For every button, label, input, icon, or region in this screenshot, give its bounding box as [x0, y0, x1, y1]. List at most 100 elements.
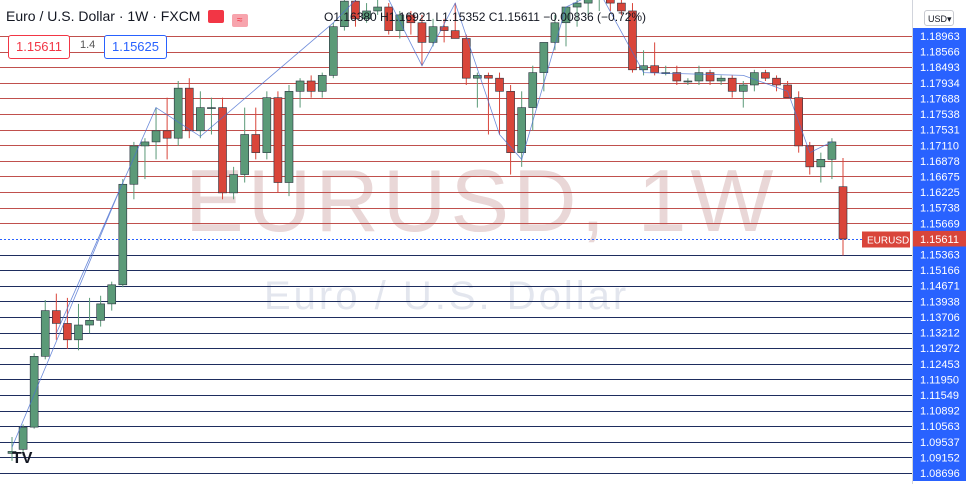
candle-body: [52, 310, 61, 324]
price-axis-label: 1.10563: [920, 421, 960, 433]
candle-body: [539, 42, 549, 73]
price-axis-label-bg: [913, 168, 966, 185]
candle-body: [417, 22, 427, 43]
price-axis-label: 1.15669: [920, 218, 960, 230]
candle-body: [572, 2, 582, 8]
price-axis-label: 1.17934: [920, 78, 960, 90]
ohlc-readout: O1.16380 H1.16921 L1.15352 C1.15611 −0.0…: [324, 10, 647, 24]
price-axis-label-bg: [913, 355, 966, 372]
price-axis-label: 1.09537: [920, 437, 960, 449]
data-mode-icon: ≈: [231, 14, 248, 27]
price-axis-label-bg: [913, 184, 966, 201]
price-axis-label: 1.08696: [920, 468, 960, 480]
price-axis-label: 1.10892: [920, 406, 960, 418]
candle-body: [838, 186, 848, 240]
candle-body: [672, 72, 682, 82]
tradingview-logo[interactable]: TV: [12, 450, 33, 467]
candle-body: [772, 77, 781, 86]
sell-button[interactable]: 1.15611: [8, 35, 71, 59]
candle-body: [340, 0, 349, 27]
price-axis-label-bg: [913, 465, 966, 481]
candle-body: [284, 91, 294, 183]
zigzag-line: [11, 0, 833, 448]
price-axis-label: 1.17110: [920, 140, 959, 152]
price-axis-label-bg: [913, 246, 966, 263]
price-axis-label: 1.18493: [920, 62, 960, 74]
candle-body: [705, 72, 715, 82]
candle-body: [251, 134, 261, 153]
price-axis-label-bg: [913, 340, 966, 357]
price-axis-label-bg: [913, 230, 966, 247]
price-axis-label: 1.18566: [920, 47, 960, 59]
price-axis-label-bg: [913, 152, 966, 169]
candle-body: [173, 87, 183, 139]
candle-body: [151, 130, 161, 143]
spread-value: 1.4: [80, 39, 96, 51]
price-axis-label-bg: [913, 418, 966, 435]
candle-body: [428, 26, 438, 43]
candle-body: [351, 0, 360, 20]
candle-body: [229, 174, 238, 194]
candle-body: [262, 97, 272, 153]
price-axis-label-bg: [913, 106, 966, 123]
candle-body: [96, 303, 105, 321]
candle-body: [461, 38, 471, 79]
candle-body: [750, 72, 759, 86]
candle-body: [162, 130, 172, 139]
candle-body: [716, 77, 726, 82]
candle-body: [406, 14, 416, 24]
candle-body: [85, 319, 94, 326]
chevron-down-icon: ▾: [947, 14, 952, 24]
current-price-tag: [862, 231, 910, 248]
candle-body: [118, 183, 128, 286]
candle-body: [184, 87, 194, 132]
price-axis-label-bg: [913, 215, 966, 232]
candle-body: [805, 145, 815, 168]
candle-body: [207, 107, 216, 109]
symbol-watermark: EURUSD, 1W: [185, 151, 778, 250]
candle-body: [40, 310, 50, 357]
candle-body: [694, 72, 704, 82]
price-axis-label: 1.17531: [920, 125, 960, 137]
candle-body: [528, 72, 538, 108]
candle-body: [495, 77, 504, 92]
candle-body: [373, 6, 382, 12]
candle-body: [617, 2, 626, 12]
price-axis-label: 1.16225: [920, 187, 960, 199]
candle-body: [583, 0, 593, 4]
price-axis-label-bg: [913, 137, 966, 154]
price-axis-label-bg: [913, 121, 966, 138]
price-axis-label-bg: [913, 449, 966, 466]
price-axis-label-bg: [913, 90, 966, 107]
candle-body: [506, 91, 515, 153]
candle-body: [517, 107, 526, 153]
price-axis-label: 1.12453: [920, 359, 960, 371]
price-axis-label-bg: [913, 59, 966, 76]
price-axis-label-bg: [913, 308, 966, 325]
price-axis-label: 1.14671: [920, 281, 960, 293]
price-axis-label: 1.11950: [920, 374, 959, 386]
price-axis-label: 1.15166: [920, 265, 960, 277]
price-axis-label: 1.15738: [920, 203, 960, 215]
candle-body: [761, 72, 770, 79]
buy-button[interactable]: 1.15625: [104, 35, 167, 59]
candle-body: [727, 77, 737, 92]
candle-body: [650, 65, 659, 73]
symbol-title: Euro / U.S. Dollar · 1W · FXCM: [6, 8, 201, 24]
candle-body: [74, 324, 83, 341]
price-axis-label-bg: [913, 433, 966, 450]
currency-selector[interactable]: USD▾: [924, 10, 954, 26]
candle-body: [63, 323, 72, 341]
candle-body: [628, 10, 637, 71]
price-axis-label-bg: [913, 28, 966, 44]
candle-body: [317, 75, 327, 92]
symbol-header[interactable]: Euro / U.S. Dollar · 1W · FXCM ≈: [6, 8, 248, 27]
candle-body: [129, 145, 139, 185]
candle-body: [450, 30, 460, 39]
candle-body: [273, 97, 283, 183]
candle-body: [306, 80, 316, 92]
candle-body: [7, 451, 17, 454]
price-axis-label: 1.13212: [920, 328, 960, 340]
candle-body: [683, 80, 693, 83]
